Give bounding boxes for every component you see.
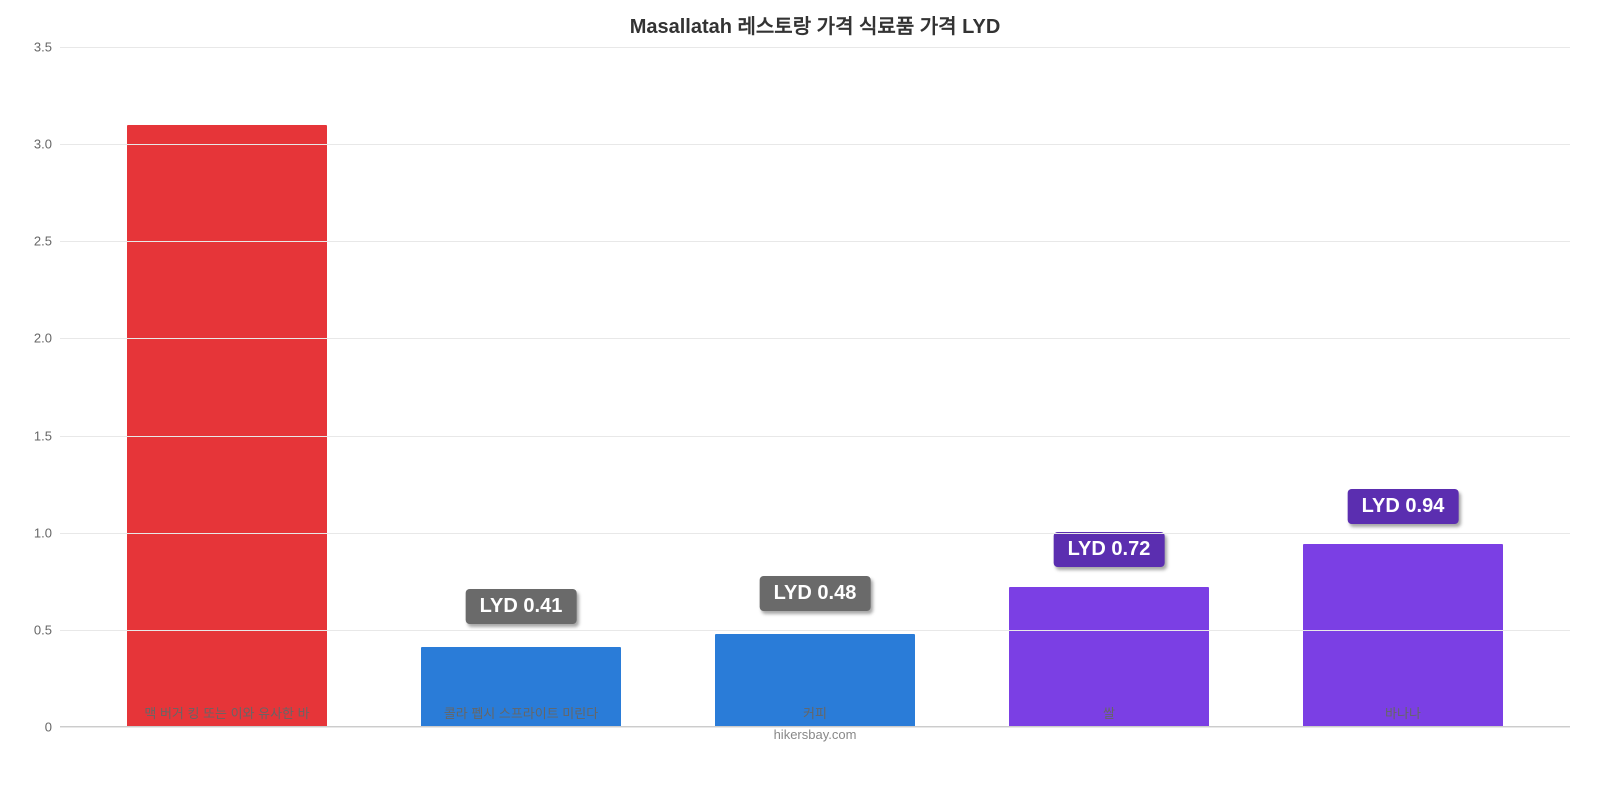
x-axis-labels: 맥 버거 킹 또는 이와 유사한 바콜라 펩시 스프라이트 미린다커피쌀바나나 bbox=[60, 703, 1570, 722]
bar-slot: LYD 0.72 bbox=[962, 47, 1256, 727]
y-tick-label: 2.5 bbox=[34, 234, 52, 249]
value-badge: LYD 0.72 bbox=[1054, 532, 1165, 567]
grid-line bbox=[60, 241, 1570, 242]
value-badge: LYD 0.48 bbox=[760, 576, 871, 611]
x-axis-label: 쌀 bbox=[962, 703, 1256, 722]
grid-line bbox=[60, 533, 1570, 534]
bar-slot: LYD 0.41 bbox=[374, 47, 668, 727]
y-tick-label: 1.0 bbox=[34, 525, 52, 540]
x-axis-label: 바나나 bbox=[1256, 703, 1550, 722]
y-tick-label: 3.5 bbox=[34, 40, 52, 55]
y-tick-label: 3.0 bbox=[34, 137, 52, 152]
attribution-text: hikersbay.com bbox=[60, 727, 1570, 742]
grid-line bbox=[60, 338, 1570, 339]
bar-slot: LYD 0.48 bbox=[668, 47, 962, 727]
value-badge: LYD 0.94 bbox=[1348, 489, 1459, 524]
grid-line bbox=[60, 630, 1570, 631]
y-tick-label: 2.0 bbox=[34, 331, 52, 346]
x-axis-label: 맥 버거 킹 또는 이와 유사한 바 bbox=[80, 703, 374, 722]
chart-title: Masallatah 레스토랑 가격 식료품 가격 LYD bbox=[60, 10, 1570, 39]
bar-slot: LYD 0.94 bbox=[1256, 47, 1550, 727]
y-tick-label: 0.5 bbox=[34, 622, 52, 637]
grid-line bbox=[60, 144, 1570, 145]
plot-area: LYD 3.1LYD 0.41LYD 0.48LYD 0.72LYD 0.94 … bbox=[60, 47, 1570, 727]
grid-line bbox=[60, 436, 1570, 437]
bar: LYD 0.94 bbox=[1303, 544, 1503, 727]
y-tick-label: 0 bbox=[45, 720, 52, 735]
bars-group: LYD 3.1 LYD 0.41 LYD 0.48 LYD 0.72 LYD 0.94 bbox=[60, 47, 1570, 727]
value-badge: LYD 0.41 bbox=[466, 589, 577, 624]
grid-line bbox=[60, 47, 1570, 48]
bar: LYD 3.1 bbox=[127, 125, 327, 727]
x-axis-label: 커피 bbox=[668, 703, 962, 722]
chart-container: Masallatah 레스토랑 가격 식료품 가격 LYD LYD 3.1LYD… bbox=[60, 10, 1570, 750]
bar-slot: LYD 3.1 bbox=[80, 47, 374, 727]
y-tick-label: 1.5 bbox=[34, 428, 52, 443]
x-axis-label: 콜라 펩시 스프라이트 미린다 bbox=[374, 703, 668, 722]
